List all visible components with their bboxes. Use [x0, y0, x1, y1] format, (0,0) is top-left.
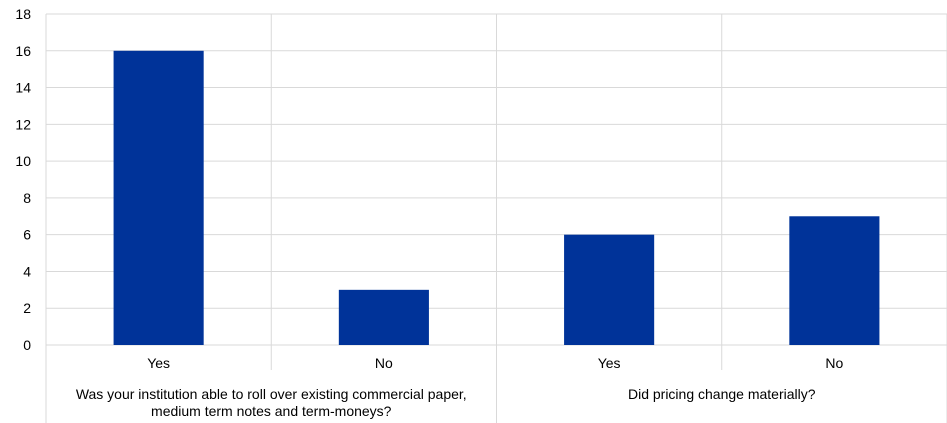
- x-category-label-3: No: [825, 355, 843, 371]
- bars: [113, 50, 880, 346]
- group-label-1-line-0: Did pricing change materially?: [628, 386, 816, 402]
- y-tick-label-4: 4: [23, 263, 31, 279]
- bar-0: [113, 50, 204, 346]
- group-labels: Was your institution able to roll over e…: [76, 386, 816, 419]
- y-tick-label-0: 0: [23, 337, 31, 353]
- x-category-label-1: No: [375, 355, 393, 371]
- y-axis-ticks: 0 2 4 6 8 10 12 14 16 18: [15, 6, 31, 353]
- bar-1: [338, 289, 429, 345]
- y-tick-label-14: 14: [15, 80, 31, 96]
- group-label-0-line-1: medium term notes and term-moneys?: [151, 403, 392, 419]
- y-tick-label-18: 18: [15, 6, 31, 22]
- bar-3: [789, 216, 880, 345]
- x-category-label-0: Yes: [147, 355, 170, 371]
- y-tick-label-10: 10: [15, 153, 31, 169]
- x-axis-labels: Yes No Yes No: [147, 355, 843, 371]
- y-tick-label-2: 2: [23, 300, 31, 316]
- x-category-label-2: Yes: [598, 355, 621, 371]
- bar-2: [564, 234, 655, 345]
- y-tick-label-8: 8: [23, 190, 31, 206]
- group-label-0-line-0: Was your institution able to roll over e…: [76, 386, 467, 402]
- y-tick-label-12: 12: [15, 116, 31, 132]
- y-tick-label-16: 16: [15, 43, 31, 59]
- y-tick-label-6: 6: [23, 227, 31, 243]
